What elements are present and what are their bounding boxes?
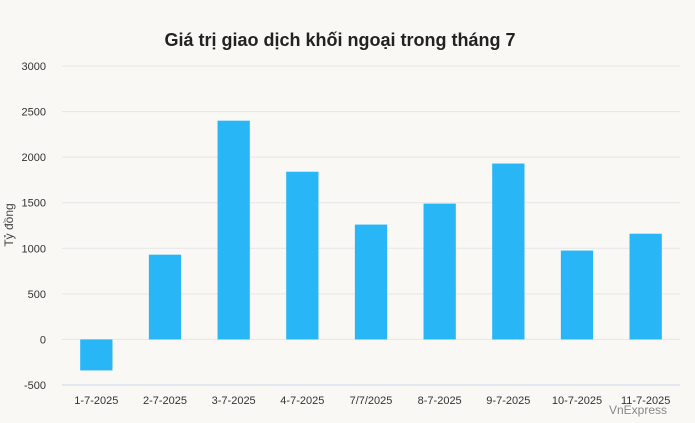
bar	[286, 171, 319, 340]
y-axis-label: Tỷ đồng	[2, 203, 16, 246]
bar	[423, 203, 456, 340]
x-tick-label: 10-7-2025	[552, 395, 602, 407]
y-tick-label: 1000	[22, 243, 46, 255]
y-tick-label: -500	[24, 380, 46, 392]
bar	[354, 224, 388, 340]
y-tick-label: 0	[40, 334, 46, 346]
x-tick-label: 9-7-2025	[486, 395, 530, 407]
credit-label: VnExpress	[609, 403, 667, 417]
y-tick-label: 500	[28, 289, 46, 301]
x-tick-label: 3-7-2025	[212, 395, 256, 407]
x-tick-label: 8-7-2025	[418, 395, 462, 407]
x-tick-label: 11-7-2025	[621, 395, 670, 407]
bar	[80, 339, 113, 371]
bar	[492, 163, 525, 340]
bar	[560, 250, 594, 340]
y-axis-ticks: -500 0 500 1000 1500 2000 2500 3000	[22, 61, 46, 392]
x-tick-label: 1-7-2025	[74, 395, 118, 407]
x-tick-label: 4-7-2025	[280, 395, 324, 407]
bars	[80, 120, 662, 371]
y-tick-label: 2500	[22, 107, 46, 119]
y-tick-label: 3000	[22, 61, 46, 73]
y-tick-label: 1500	[22, 198, 46, 210]
chart-title: Giá trị giao dịch khối ngoại trong tháng…	[164, 30, 515, 50]
bar	[148, 254, 182, 340]
x-tick-label: 2-7-2025	[143, 395, 187, 407]
y-tick-label: 2000	[22, 152, 46, 164]
x-tick-label: 7/7/2025	[350, 395, 393, 407]
bar	[217, 120, 250, 340]
bar	[629, 233, 662, 340]
x-axis-ticks: 1-7-2025 2-7-2025 3-7-2025 4-7-2025 7/7/2025…	[74, 395, 670, 407]
